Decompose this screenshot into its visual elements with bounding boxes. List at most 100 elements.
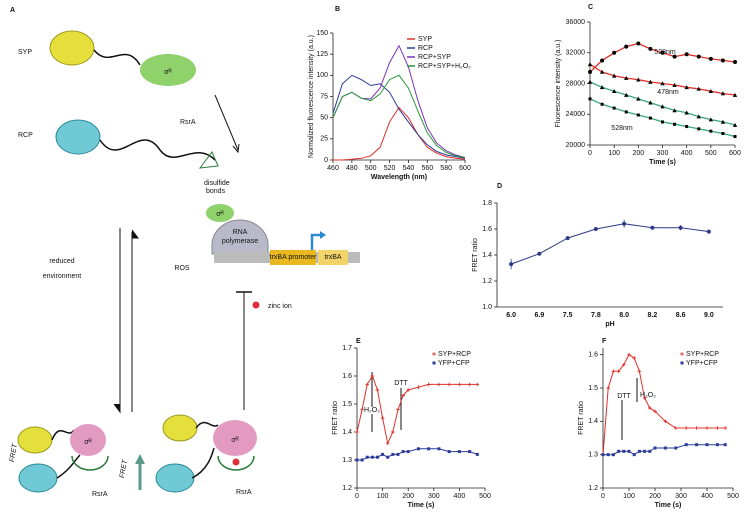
x-tick-label: 8.6 <box>676 312 686 319</box>
marker <box>721 131 725 135</box>
marker <box>391 430 395 434</box>
reduced-label: environment <box>43 273 82 280</box>
y-tick-label: 1.4 <box>342 429 352 436</box>
x-tick-label: 540 <box>403 165 415 172</box>
marker <box>733 135 737 139</box>
y-tick-label: 28000 <box>566 80 586 87</box>
marker <box>685 125 689 129</box>
marker <box>606 386 610 390</box>
marker <box>380 416 385 420</box>
marker <box>636 77 641 82</box>
y-tick-label: 1.5 <box>588 385 598 392</box>
legend-label: SYP+RCP <box>438 351 471 358</box>
arrow-head <box>320 231 326 239</box>
marker <box>386 455 390 459</box>
marker <box>360 458 364 462</box>
marker <box>375 455 379 459</box>
marker <box>622 362 626 367</box>
y-tick-label: 36000 <box>566 19 586 26</box>
marker <box>612 50 617 55</box>
x-tick-label: 100 <box>623 493 635 500</box>
marker <box>715 443 719 447</box>
rcp-protein <box>18 463 58 493</box>
x-tick-label: 100 <box>377 493 389 500</box>
marker <box>365 455 369 459</box>
arrow <box>214 94 239 151</box>
disulfide-label: disulfide <box>204 180 230 187</box>
series-line <box>332 74 466 159</box>
sigma-label: σᴿ <box>84 439 92 446</box>
marker <box>723 443 727 447</box>
marker <box>680 352 684 356</box>
marker <box>467 382 472 387</box>
legend-label: SYP+RCP <box>686 351 719 358</box>
marker <box>475 452 479 456</box>
marker <box>601 453 605 457</box>
marker <box>680 361 684 365</box>
marker <box>694 426 699 430</box>
marker <box>624 92 629 97</box>
x-tick-label: 460 <box>327 165 339 172</box>
marker <box>709 129 713 133</box>
linker <box>51 429 81 479</box>
marker <box>622 449 626 453</box>
marker <box>385 441 390 445</box>
marker <box>437 447 441 451</box>
x-tick-label: 520 <box>384 165 396 172</box>
legend-label: RCP+SYP <box>418 54 451 61</box>
marker <box>648 100 653 105</box>
y-tick-label: 75 <box>320 93 328 100</box>
marker <box>468 450 472 454</box>
marker <box>475 382 480 387</box>
y-tick-label: 1.6 <box>482 226 492 233</box>
y-tick-label: 1.7 <box>342 345 352 352</box>
marker <box>624 110 628 114</box>
syp-protein <box>17 426 53 454</box>
y-tick-label: 1.4 <box>482 252 492 259</box>
panel-label: B <box>335 6 340 13</box>
marker <box>401 393 405 398</box>
diagram: A SYP σᴿ RCP RsrA disulfide bonds reduce… <box>9 7 360 498</box>
gene-label: trxBA <box>324 254 341 261</box>
polymerase-label: polymerase <box>222 238 258 245</box>
sigma-factor <box>70 424 106 456</box>
marker <box>565 236 570 241</box>
marker <box>617 449 621 453</box>
x-tick-label: 6.9 <box>535 312 545 319</box>
x-tick-label: 400 <box>701 493 713 500</box>
zinc-ion <box>232 458 240 466</box>
x-tick-label: 600 <box>459 165 471 172</box>
marker <box>663 419 668 424</box>
marker <box>637 369 642 374</box>
marker <box>587 79 593 84</box>
series-line <box>333 106 466 161</box>
marker <box>705 443 709 447</box>
marker <box>648 406 652 410</box>
zinc-ion <box>252 301 260 309</box>
y-tick-label: 150 <box>316 30 328 37</box>
marker <box>391 452 395 456</box>
marker <box>648 46 653 51</box>
rcp-protein <box>155 463 195 493</box>
marker <box>684 52 689 57</box>
marker <box>593 227 598 231</box>
series-line <box>602 353 726 455</box>
marker <box>611 88 617 93</box>
marker <box>648 79 653 84</box>
marker <box>720 119 726 124</box>
annotation: DTT <box>394 380 408 387</box>
panel-label: E <box>356 338 361 345</box>
marker <box>606 453 610 457</box>
marker <box>437 382 441 387</box>
marker <box>447 450 451 454</box>
fret-label: FRET <box>119 459 129 479</box>
marker <box>653 409 657 414</box>
y-axis-label: Normalized fluorescence intensity (a.u.) <box>308 35 315 158</box>
marker <box>599 69 605 74</box>
y-tick-label: 0 <box>324 157 328 164</box>
marker <box>611 73 617 78</box>
panel-label: D <box>497 183 502 190</box>
x-tick-label: 560 <box>421 165 433 172</box>
marker <box>650 225 655 230</box>
